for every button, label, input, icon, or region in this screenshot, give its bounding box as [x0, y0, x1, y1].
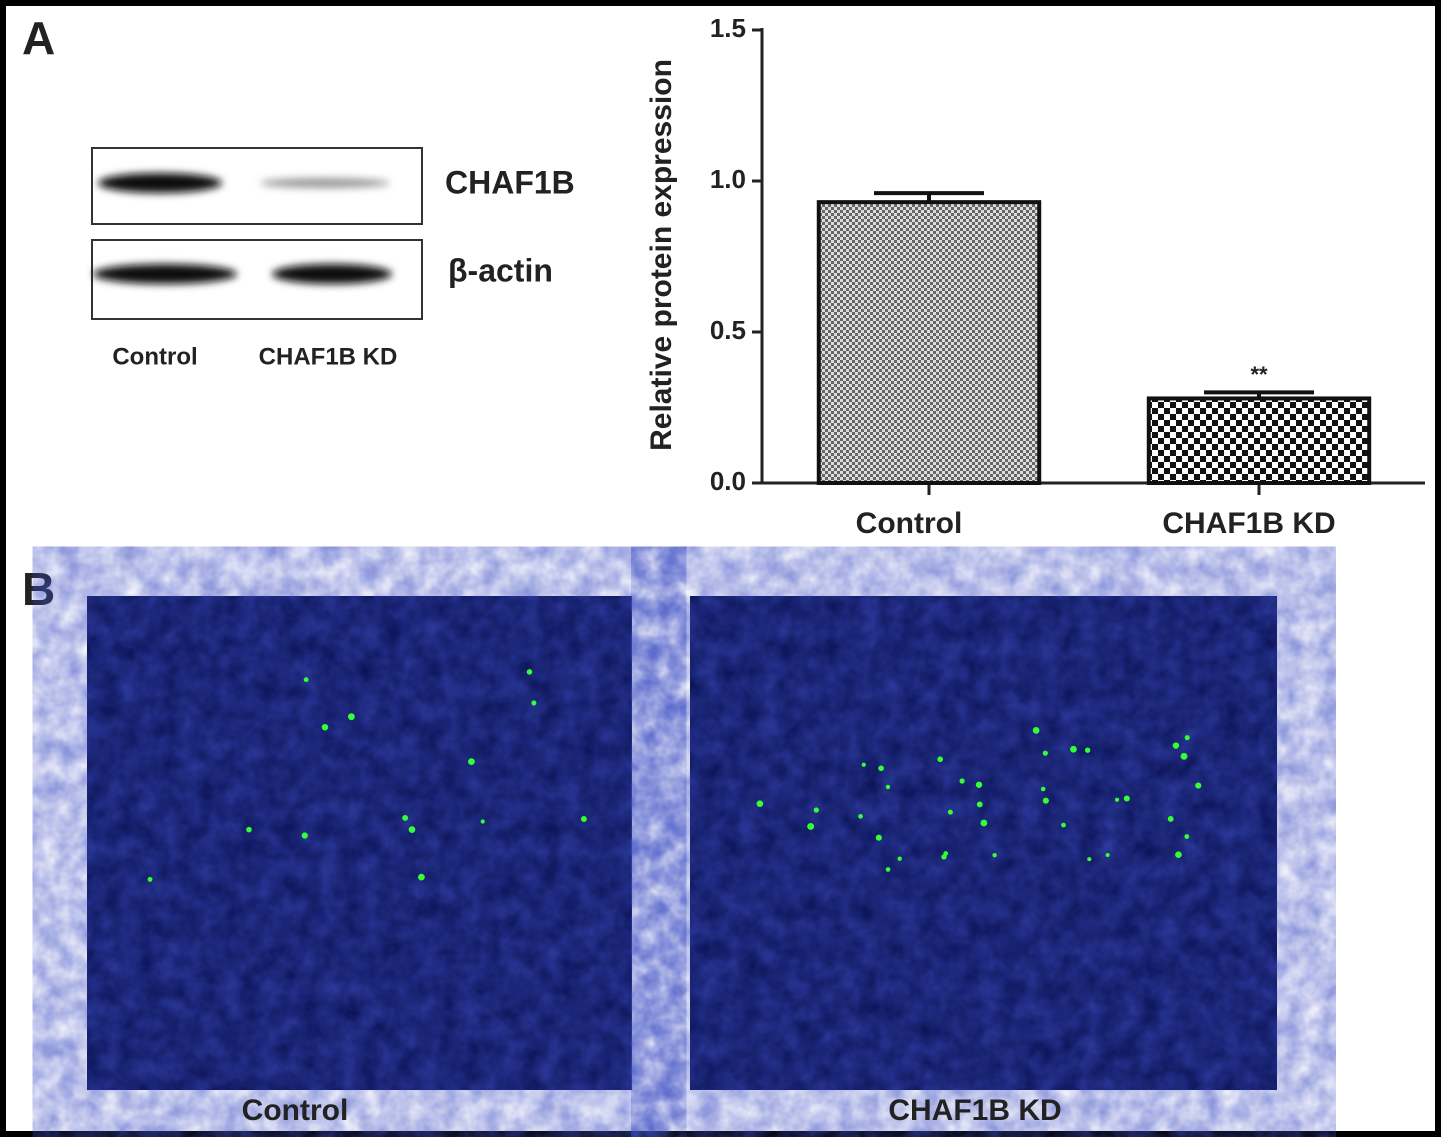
fluorescent-spot: [1115, 797, 1120, 802]
spots: [147, 669, 1202, 882]
fluorescent-spot: [885, 867, 891, 872]
image-caption: CHAF1B KD: [888, 1094, 1061, 1127]
fluorescent-spot: [408, 826, 416, 833]
lane-label: CHAF1B KD: [259, 343, 398, 370]
fluorescent-spot: [531, 700, 537, 706]
fluorescent-spot: [1042, 797, 1049, 804]
fluorescent-spot: [1167, 815, 1174, 822]
bar: [1146, 396, 1372, 485]
fluorescent-spot: [301, 832, 308, 839]
bar-chart: 0.0 0.5 1.0 1.5 Control CHAF1B KD **: [710, 13, 1372, 540]
y-tick-label: 1.0: [710, 164, 746, 194]
panel-label: B: [22, 563, 55, 615]
fluorescent-spot: [1175, 851, 1182, 859]
y-tick-label: 0.0: [710, 466, 746, 496]
fluorescent-spot: [147, 876, 153, 882]
y-axis-label: Relative protein expression: [645, 59, 678, 451]
band-label: β-actin: [448, 252, 553, 288]
fluorescent-spot: [1105, 852, 1110, 858]
fluorescent-spot: [1180, 752, 1188, 760]
fluorescent-spot: [980, 819, 988, 827]
fluorescent-spot: [858, 814, 863, 819]
fluorescent-spot: [1184, 735, 1190, 741]
blot-band: [260, 178, 390, 188]
fluorescent-spot: [402, 815, 409, 821]
fluorescent-spot: [813, 807, 819, 813]
fluorescent-spot: [303, 677, 309, 683]
fluorescent-spot: [321, 723, 329, 731]
fluorescent-spot: [861, 762, 866, 767]
blot-band: [93, 264, 237, 284]
panel-label: A: [22, 12, 55, 64]
fluorescent-spot: [418, 873, 425, 881]
fluorescent-spot: [480, 819, 485, 824]
fluorescent-spot: [1061, 822, 1066, 828]
fluorescent-spot: [1184, 834, 1190, 839]
fluorescent-spot: [975, 781, 983, 788]
band-label: CHAF1B: [445, 164, 575, 200]
fluorescent-spot: [1195, 782, 1202, 789]
fluorescent-spot: [1123, 795, 1130, 802]
x-tick-label: CHAF1B KD: [1162, 507, 1335, 540]
fluorescent-spot: [526, 669, 533, 675]
x-tick-label: Control: [856, 507, 963, 540]
fluorescent-spot: [1070, 745, 1077, 753]
blot-band: [272, 264, 392, 284]
fluorescent-spot: [943, 851, 949, 856]
fluorescent-spot: [1032, 727, 1040, 734]
fluorescent-spot: [959, 778, 965, 784]
bar: [816, 200, 1042, 485]
fluorescent-spot: [1172, 742, 1180, 749]
fluorescent-spot: [1040, 786, 1046, 792]
fluorescent-spot: [875, 834, 882, 841]
fluorescent-spot: [947, 809, 953, 815]
fluorescent-spot: [756, 800, 764, 808]
fluorescent-spot: [807, 822, 815, 830]
fluorescent-spot: [468, 758, 475, 766]
fluorescent-spot: [1042, 750, 1048, 756]
fluorescent-spot: [1087, 857, 1092, 862]
fluorescent-spot: [1084, 747, 1091, 753]
image-texture: [690, 596, 1277, 1090]
fluorescent-spot: [897, 856, 902, 861]
fluorescent-spot: [992, 853, 997, 858]
y-tick-label: 1.5: [710, 13, 746, 43]
fluorescent-spot: [937, 756, 944, 763]
fluorescent-spot: [885, 784, 891, 790]
fluorescent-spot: [580, 816, 587, 822]
fluorescent-spot: [246, 826, 252, 833]
y-tick-label: 0.5: [710, 315, 746, 345]
fluorescent-spot: [878, 765, 884, 772]
fluorescent-spot: [976, 801, 983, 808]
image-caption: Control: [242, 1094, 349, 1127]
fluorescent-spot: [347, 713, 355, 721]
blot-band: [98, 173, 222, 193]
image-texture: [87, 596, 632, 1090]
significance-label: **: [1250, 362, 1268, 387]
lane-label: Control: [112, 343, 197, 370]
